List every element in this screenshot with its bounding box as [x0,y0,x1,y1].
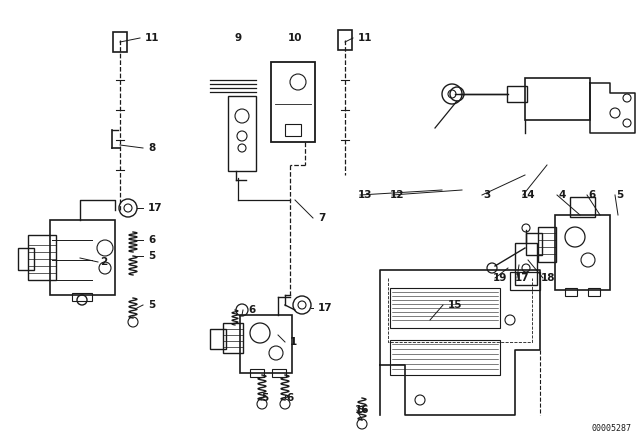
Text: 00005287: 00005287 [592,424,632,433]
Text: 18: 18 [541,273,556,283]
Text: 10: 10 [288,33,302,43]
Text: 2: 2 [100,257,108,267]
Bar [250,369,264,377]
Text: 15: 15 [448,300,463,310]
Text: 6: 6 [148,235,156,245]
Bar [223,323,243,353]
Text: 4: 4 [558,190,566,200]
Bar [72,293,92,301]
Text: 12: 12 [390,190,404,200]
Bar [271,62,315,142]
Bar [390,340,500,375]
Bar [228,96,256,171]
Bar [338,30,352,50]
Text: 3: 3 [483,190,491,200]
Bar [285,124,301,136]
Text: 6: 6 [286,393,294,403]
Text: 14: 14 [521,190,535,200]
Bar [538,227,556,262]
Bar [555,215,610,290]
Text: 17: 17 [148,203,163,213]
Bar [18,248,34,270]
Bar [588,288,600,296]
Text: 9: 9 [234,33,241,43]
Bar [570,197,595,217]
Bar [210,329,226,349]
Text: 5: 5 [261,393,269,403]
Text: 17: 17 [318,303,333,313]
Text: 5: 5 [148,300,156,310]
Text: 11: 11 [358,33,372,43]
Text: 5: 5 [616,190,623,200]
Bar [507,86,527,102]
Bar [390,288,500,328]
Bar [50,220,115,295]
Bar [565,288,577,296]
Text: 1: 1 [290,337,297,347]
Text: 17: 17 [515,273,529,283]
Bar [113,32,127,52]
Text: 6: 6 [248,305,255,315]
Text: 5: 5 [148,251,156,261]
Bar [272,369,286,377]
Text: 13: 13 [358,190,372,200]
Text: 8: 8 [148,143,156,153]
Bar [240,315,292,373]
Bar [526,233,542,255]
Text: 19: 19 [493,273,507,283]
Bar [525,78,590,120]
Text: 7: 7 [318,213,325,223]
Text: 6: 6 [588,190,596,200]
Bar [515,243,537,285]
Bar [28,235,56,280]
Bar [510,272,540,290]
Text: 11: 11 [145,33,159,43]
Text: 16: 16 [355,405,369,415]
